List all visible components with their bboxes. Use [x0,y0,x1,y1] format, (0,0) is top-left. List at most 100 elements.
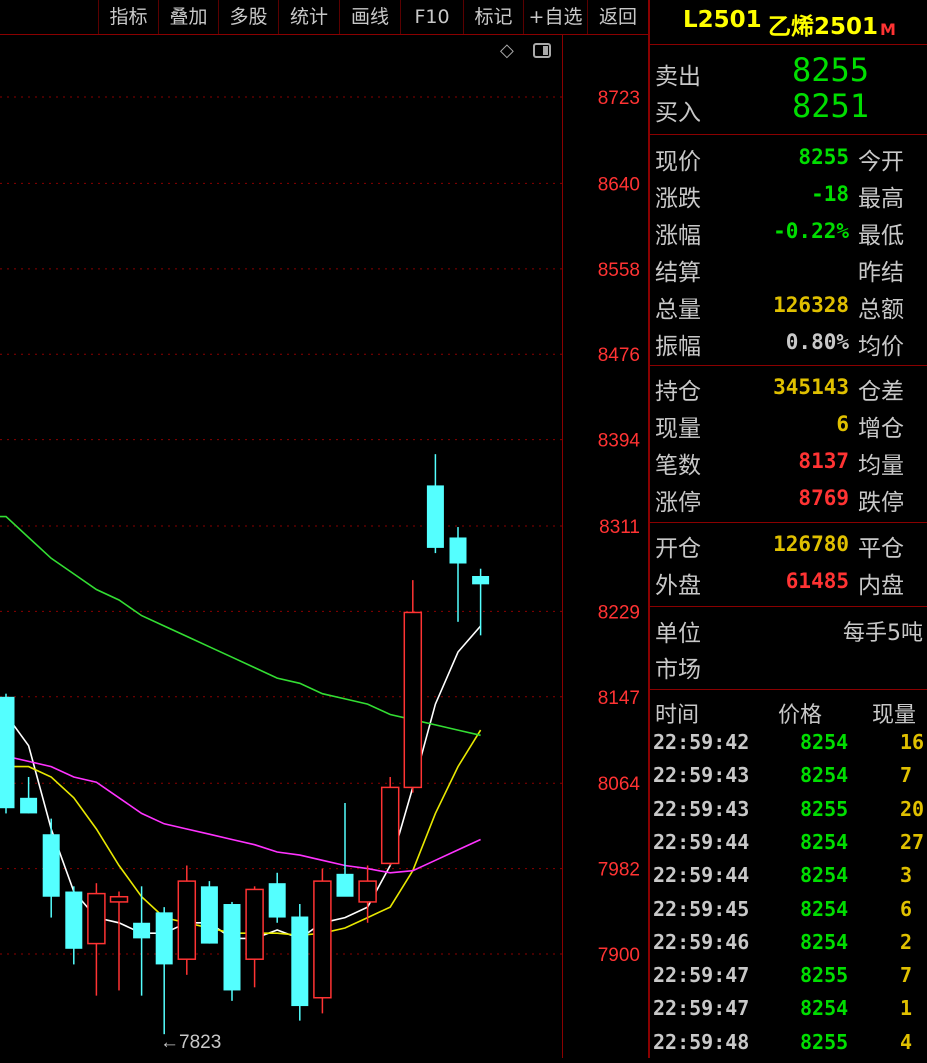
tick-volume: 1 [900,996,913,1021]
stat-value: -0.22% [773,219,849,243]
market-row: 市场 [650,648,927,684]
candle-body[interactable] [380,786,400,865]
stat-label-secondary: 均价 [858,334,904,360]
stat-label: 开仓 [655,536,701,562]
stat-value: 61485 [785,569,849,593]
candle-body[interactable] [358,880,377,903]
stat-value: 126328 [773,293,849,317]
separator [650,134,927,135]
candle-body[interactable] [403,611,423,789]
ask-price: 8255 [792,51,870,89]
tick-row[interactable]: 22:59:42 8254 16 [650,730,927,763]
stat-row: 涨停 8769 跌停 [650,481,927,517]
toolbar-button[interactable]: 标记 [463,0,523,34]
ticks-header: 时间 价格 现量 [650,697,927,728]
stat-label-secondary: 增仓 [858,416,904,442]
separator [650,44,927,45]
toolbar-button[interactable]: 叠加 [158,0,218,34]
toolbar: 指标 叠加 多股 统计 画线 F10 标记 +自选 返回 [0,0,648,35]
candle-body[interactable] [472,576,490,585]
tick-row[interactable]: 22:59:46 8254 2 [650,930,927,963]
toolbar-button[interactable]: +自选 [523,0,587,34]
tick-row[interactable]: 22:59:44 8254 3 [650,863,927,896]
tick-row[interactable]: 22:59:44 8254 27 [650,830,927,863]
toolbar-button[interactable]: F10 [400,0,463,34]
candle-body[interactable] [133,922,151,939]
candle-body[interactable] [426,485,444,548]
y-tick-label: 8394 [598,431,641,452]
stat-row: 外盘 61485 内盘 [650,564,927,600]
stat-row: 振幅 0.80% 均价 [650,325,927,361]
y-tick-label: 7982 [598,860,640,881]
toolbar-button[interactable]: 返回 [587,0,648,34]
candle-body[interactable] [42,834,60,897]
panel-divider [648,0,650,1058]
tick-row[interactable]: 22:59:47 8254 1 [650,996,927,1029]
toolbar-button[interactable]: 画线 [339,0,400,34]
tick-volume: 6 [900,896,913,921]
stat-label-secondary: 平仓 [858,536,904,562]
separator [650,606,927,607]
candle-body[interactable] [109,895,129,903]
tick-price: 8254 [800,996,849,1021]
stat-value: 8137 [798,449,849,473]
candle-body[interactable] [20,797,38,814]
candle-body[interactable] [291,916,309,1007]
stat-label: 总量 [655,297,701,323]
tick-price: 8254 [800,763,849,788]
tick-row[interactable]: 22:59:43 8255 20 [650,797,927,830]
candle-body[interactable] [223,904,241,991]
diamond-icon[interactable]: ◇ [500,40,514,61]
stat-row: 现价 8255 今开 [650,140,927,176]
candle-body[interactable] [65,891,83,949]
stat-row: 涨跌 -18 最高 [650,177,927,213]
candle-body[interactable] [177,880,197,960]
unit-row: 单位 每手5吨 [650,612,927,648]
tick-row[interactable]: 22:59:45 8254 6 [650,897,927,930]
tick-price: 8255 [800,963,849,988]
instrument-header: L2501 乙烯2501 M [650,0,927,44]
separator [650,365,927,366]
price-axis-divider [562,34,563,1058]
separator [650,522,927,523]
tick-time: 22:59:47 [653,996,750,1021]
candle-body[interactable] [0,696,15,809]
panel-toggle-icon[interactable] [533,43,551,58]
candle-body[interactable] [87,892,106,945]
low-price-marker: ←7823 [160,1032,221,1053]
stat-label: 笔数 [655,453,701,479]
tick-price: 8254 [800,730,849,754]
candle-body[interactable] [200,886,218,944]
stat-label-secondary: 昨结 [858,260,904,286]
ma-line [0,755,481,874]
kline-chart[interactable]: 8723 8640 8558 8476 8394 8311 8229 8147 8064 7982… [0,0,648,1058]
tick-row[interactable]: 22:59:47 8255 7 [650,963,927,996]
candle-body[interactable] [449,537,467,564]
stat-label: 现量 [655,416,701,442]
tick-row[interactable]: 22:59:48 8255 4 [650,1030,927,1063]
y-tick-label: 8064 [598,774,641,795]
stat-value: 8255 [798,145,849,169]
stat-row: 持仓 345143 仓差 [650,370,927,406]
candle-body[interactable] [245,888,264,960]
market-label: 市场 [655,657,701,683]
toolbar-button[interactable]: 统计 [278,0,339,34]
tick-row[interactable]: 22:59:43 8254 7 [650,763,927,796]
tick-time: 22:59:48 [653,1029,750,1054]
chart-icons: ◇ [500,40,560,64]
tick-volume: 16 [900,730,925,754]
y-tick-label: 8640 [598,174,640,195]
candle-body[interactable] [313,880,332,999]
candle-body[interactable] [336,873,354,897]
bid-label: 买入 [655,100,701,126]
tick-time: 22:59:43 [653,763,750,788]
toolbar-button[interactable]: 指标 [98,0,158,34]
candle-body[interactable] [268,883,286,918]
tick-price: 8254 [800,929,849,954]
quote-panel: L2501 乙烯2501 M 卖出 8255 买入 8251 现价 8255 今开涨… [650,0,927,1058]
tick-time: 22:59:44 [653,863,750,888]
tick-volume: 7 [900,763,913,788]
toolbar-button[interactable]: 多股 [218,0,278,34]
ticks-header-time: 时间 [655,703,700,728]
candle-body[interactable] [155,912,173,965]
